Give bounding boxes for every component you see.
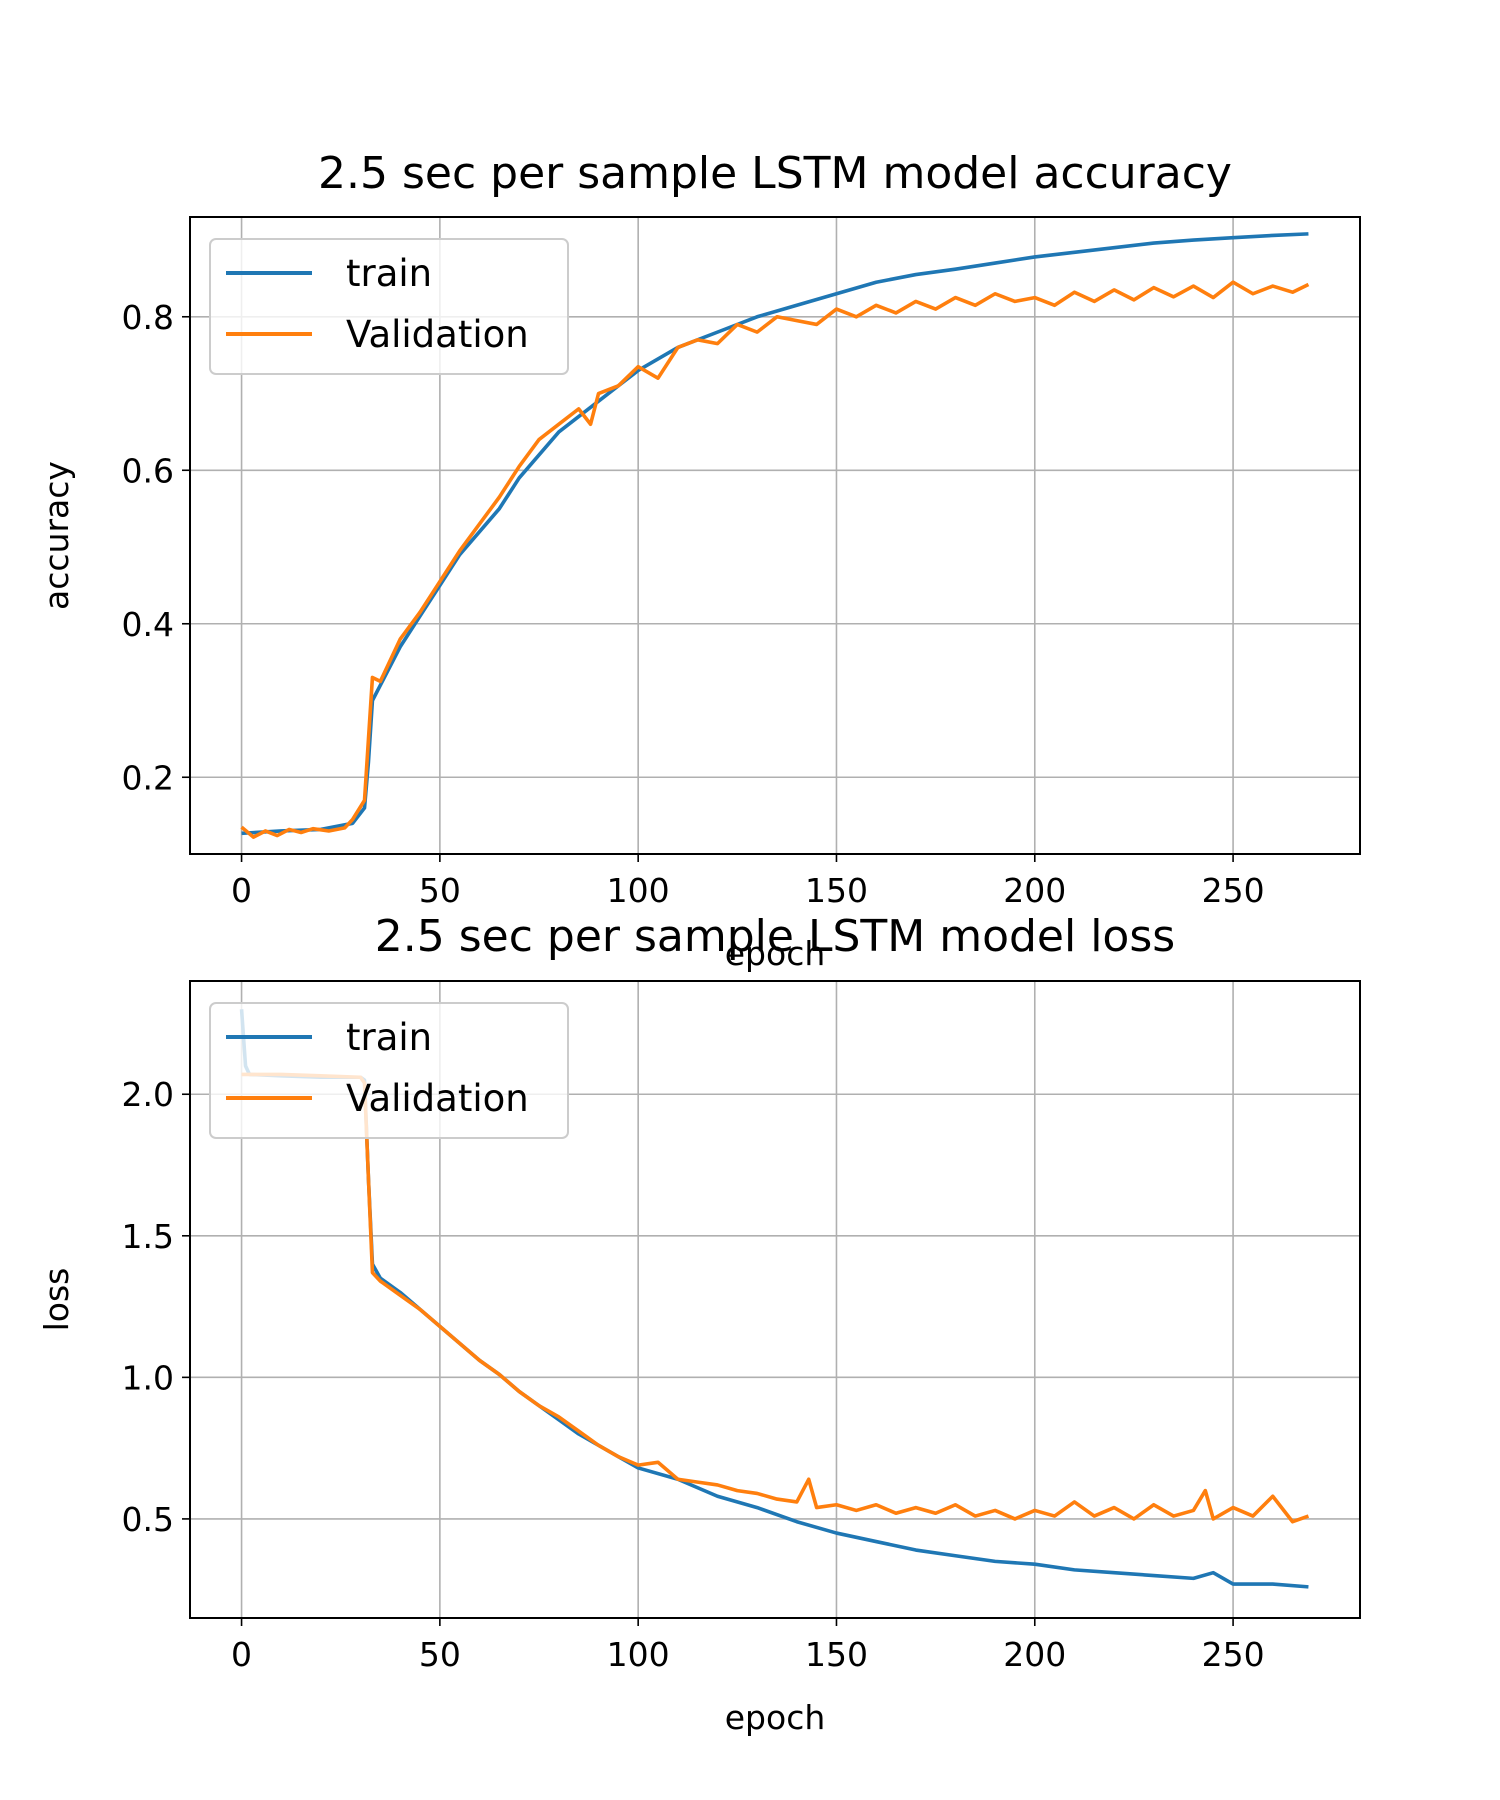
plot-frame <box>189 980 1361 1619</box>
x-tick-label: 100 <box>607 871 670 910</box>
y-tick-label: 0.8 <box>122 298 174 337</box>
loss-chart: 0 50 100 150 200 250 0.5 1.0 1.5 2.0 epoch loss 2.5 … <box>37 911 1361 1737</box>
y-tick-label: 0.5 <box>122 1500 174 1539</box>
chart-title: 2.5 sec per sample LSTM model accuracy <box>318 148 1232 199</box>
x-tick-label: 0 <box>231 871 252 910</box>
series-line-train <box>241 232 1309 836</box>
legend: train Validation <box>209 238 569 375</box>
x-axis-label: epoch <box>725 1698 826 1737</box>
x-axis-label: epoch <box>725 934 826 973</box>
legend-label-validation: Validation <box>346 313 529 356</box>
x-tick-label: 0 <box>231 1635 252 1674</box>
x-tick-label: 150 <box>805 1635 868 1674</box>
x-tick-label: 200 <box>1003 871 1066 910</box>
y-axis-label: loss <box>37 1268 76 1332</box>
x-tick-label: 50 <box>419 1635 461 1674</box>
y-tick-label: 1.5 <box>122 1217 174 1256</box>
accuracy-chart: 0 50 100 150 200 250 0.2 0.4 0.6 0.8 epoch accuracy… <box>37 148 1361 973</box>
x-tick-label: 150 <box>805 871 868 910</box>
legend-label-train: train <box>346 252 432 295</box>
x-tick-label: 200 <box>1003 1635 1066 1674</box>
y-tick-label: 0.4 <box>122 605 174 644</box>
x-tick-label: 250 <box>1202 1635 1265 1674</box>
x-tick-label: 50 <box>419 871 461 910</box>
y-axis-label: accuracy <box>37 461 76 610</box>
x-tick-label: 100 <box>607 1635 670 1674</box>
series-line-validation <box>240 280 1310 839</box>
y-tick-label: 0.6 <box>122 451 174 490</box>
series-line-validation <box>241 1072 1310 1524</box>
y-tick-label: 0.2 <box>122 758 174 797</box>
y-tick-label: 1.0 <box>122 1358 174 1397</box>
legend: train Validation <box>209 1002 569 1139</box>
x-tick-label: 250 <box>1202 871 1265 910</box>
plot-frame <box>189 216 1361 855</box>
y-tick-label: 2.0 <box>122 1075 174 1114</box>
legend-label-train: train <box>346 1016 432 1059</box>
chart-title: 2.5 sec per sample LSTM model loss <box>375 911 1175 962</box>
legend-label-validation: Validation <box>346 1077 529 1120</box>
